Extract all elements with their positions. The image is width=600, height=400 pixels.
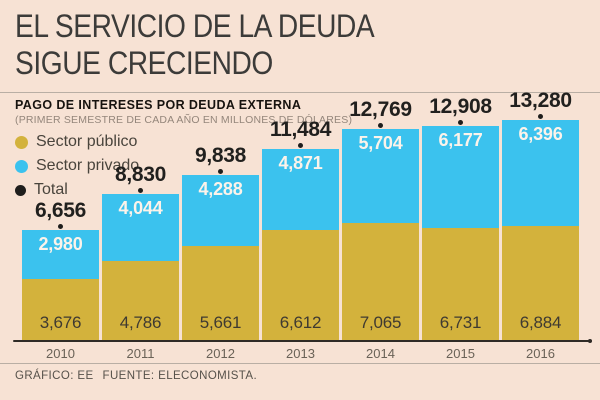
total-block-2015: 12,908 xyxy=(411,95,511,125)
total-block-2010: 6,656 xyxy=(11,199,111,229)
bar-segment-sector-publico-2013: 6,612 xyxy=(262,230,339,340)
x-axis-end-dot xyxy=(588,339,592,343)
bar-segment-sector-publico-2011: 4,786 xyxy=(102,261,179,340)
total-label-2013: 11,484 xyxy=(269,118,332,141)
legend-dot-total-icon xyxy=(15,184,26,196)
legend-label-sector-privado: Sector privado xyxy=(36,157,140,174)
value-label-sector-privado-2013: 4,871 xyxy=(278,153,323,173)
bar-2015: 6,177 6,731 xyxy=(422,126,499,340)
total-marker-dot-2011 xyxy=(138,188,143,193)
total-block-2014: 12,769 xyxy=(331,98,431,128)
total-marker-dot-2013 xyxy=(298,143,303,148)
bar-segment-sector-publico-2014: 7,065 xyxy=(342,223,419,340)
value-label-sector-privado-2014: 5,704 xyxy=(358,133,403,153)
total-label-2015: 12,908 xyxy=(429,95,492,118)
total-marker-dot-2016 xyxy=(538,114,543,119)
total-label-2014: 12,769 xyxy=(349,98,412,121)
page-title-line2: SIGUE CRECIENDO xyxy=(15,45,273,81)
bar-2014: 5,704 7,065 xyxy=(342,129,419,340)
value-label-sector-privado-2012: 4,288 xyxy=(198,179,243,199)
bar-segment-sector-privado-2010: 2,980 xyxy=(22,230,99,279)
bar-segment-sector-publico-2010: 3,676 xyxy=(22,279,99,340)
bar-2013: 4,871 6,612 xyxy=(262,149,339,340)
x-tick-2015: 2015 xyxy=(446,346,475,361)
total-label-2010: 6,656 xyxy=(34,199,87,222)
bar-2011: 4,044 4,786 xyxy=(102,194,179,340)
x-tick-2013: 2013 xyxy=(286,346,315,361)
bar-segment-sector-publico-2015: 6,731 xyxy=(422,228,499,340)
total-block-2016: 13,280 xyxy=(491,89,591,119)
legend-label-total: Total xyxy=(34,181,68,198)
total-block-2013: 11,484 xyxy=(251,118,351,148)
source-credit: FUENTE: ELECONOMISTA. xyxy=(102,370,258,382)
total-marker-dot-2015 xyxy=(458,120,463,125)
bar-segment-sector-publico-2012: 5,661 xyxy=(182,246,259,340)
chart-legend: Sector público Sector privado Total xyxy=(15,133,139,205)
bar-segment-sector-privado-2013: 4,871 xyxy=(262,149,339,230)
value-label-sector-privado-2010: 2,980 xyxy=(38,234,83,254)
value-label-sector-privado-2011: 4,044 xyxy=(118,198,163,218)
legend-item-sector-publico: Sector público xyxy=(15,133,139,151)
value-label-sector-privado-2015: 6,177 xyxy=(438,130,483,150)
legend-item-sector-privado: Sector privado xyxy=(15,157,139,175)
value-label-sector-publico-2015: 6,731 xyxy=(439,313,482,332)
chart-title: PAGO DE INTERESES POR DEUDA EXTERNA xyxy=(15,98,302,112)
header-divider xyxy=(0,92,600,93)
total-label-2012: 9,838 xyxy=(194,144,247,167)
x-tick-2016: 2016 xyxy=(526,346,555,361)
value-label-sector-publico-2013: 6,612 xyxy=(279,313,322,332)
bar-segment-sector-privado-2012: 4,288 xyxy=(182,175,259,246)
total-marker-dot-2012 xyxy=(218,169,223,174)
legend-dot-sector-publico-icon xyxy=(15,135,28,149)
bar-2016: 6,396 6,884 xyxy=(502,120,579,340)
graphic-credit: GRÁFICO: EE xyxy=(15,370,94,382)
x-axis-line xyxy=(13,340,592,342)
bar-segment-sector-privado-2016: 6,396 xyxy=(502,120,579,226)
value-label-sector-publico-2014: 7,065 xyxy=(359,313,402,332)
page-title-line1: EL SERVICIO DE LA DEUDA xyxy=(15,8,375,44)
x-tick-2014: 2014 xyxy=(366,346,395,361)
bar-2010: 2,980 3,676 xyxy=(22,230,99,340)
x-tick-2011: 2011 xyxy=(126,346,155,361)
bar-segment-sector-privado-2015: 6,177 xyxy=(422,126,499,228)
page-title: EL SERVICIO DE LA DEUDA SIGUE CRECIENDO xyxy=(15,8,375,82)
x-tick-2010: 2010 xyxy=(46,346,75,361)
value-label-sector-publico-2016: 6,884 xyxy=(519,313,562,332)
bar-segment-sector-privado-2011: 4,044 xyxy=(102,194,179,261)
total-block-2012: 9,838 xyxy=(171,144,271,174)
legend-label-sector-publico: Sector público xyxy=(36,133,138,150)
legend-item-total: Total xyxy=(15,181,139,199)
value-label-sector-privado-2016: 6,396 xyxy=(518,124,563,144)
value-label-sector-publico-2010: 3,676 xyxy=(39,313,82,332)
total-marker-dot-2014 xyxy=(378,123,383,128)
footer-divider xyxy=(0,363,600,364)
value-label-sector-publico-2012: 5,661 xyxy=(199,313,242,332)
total-block-2011: 8,830 xyxy=(91,163,191,193)
total-marker-dot-2010 xyxy=(58,224,63,229)
x-tick-2012: 2012 xyxy=(206,346,235,361)
chart-subtitle: (PRIMER SEMESTRE DE CADA AÑO EN MILLONES… xyxy=(15,114,353,126)
bar-2012: 4,288 5,661 xyxy=(182,175,259,340)
bar-segment-sector-privado-2014: 5,704 xyxy=(342,129,419,223)
total-label-2016: 13,280 xyxy=(509,89,572,112)
footer-credits: GRÁFICO: EE FUENTE: ELECONOMISTA. xyxy=(15,370,266,382)
total-label-2011: 8,830 xyxy=(114,163,167,186)
legend-dot-sector-privado-icon xyxy=(15,159,28,173)
bar-segment-sector-publico-2016: 6,884 xyxy=(502,226,579,340)
value-label-sector-publico-2011: 4,786 xyxy=(119,313,162,332)
